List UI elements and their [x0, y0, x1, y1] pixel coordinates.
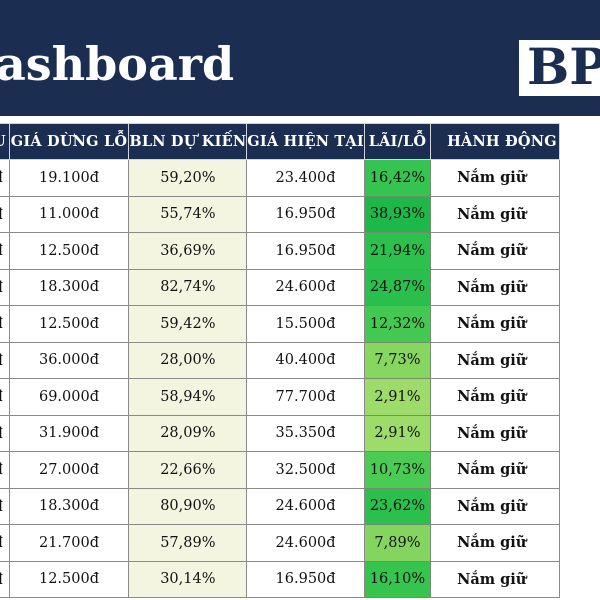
action-cell: Nắm giữ: [430, 378, 560, 416]
profit-loss-cell: 7,73%: [363, 341, 432, 379]
target-price-cell: đ: [0, 524, 10, 562]
expected-profit-cell: 28,09%: [128, 414, 248, 452]
current-price-cell: 24.600đ: [246, 487, 365, 525]
stop-loss-cell: 31.900đ: [8, 414, 130, 452]
dashboard-header: ashboard BP: [0, 0, 600, 116]
target-price-cell: đ: [0, 159, 10, 197]
column-header-stop-loss[interactable]: GIÁ DỪNG LỖ: [8, 123, 130, 160]
expected-profit-cell: 28,00%: [128, 341, 248, 379]
action-cell: Nắm giữ: [430, 487, 560, 525]
action-cell: Nắm giữ: [430, 451, 560, 489]
action-cell: Nắm giữ: [430, 159, 560, 197]
target-price-cell: đ: [0, 232, 10, 270]
current-price-cell: 16.950đ: [246, 195, 365, 233]
profit-loss-cell: 12,32%: [363, 305, 432, 343]
expected-profit-cell: 58,94%: [128, 378, 248, 416]
current-price-cell: 32.500đ: [246, 451, 365, 489]
current-price-cell: 35.350đ: [246, 414, 365, 452]
stop-loss-cell: 18.300đ: [8, 487, 130, 525]
current-price-cell: 40.400đ: [246, 341, 365, 379]
expected-profit-cell: 55,74%: [128, 195, 248, 233]
expected-profit-cell: 30,14%: [128, 560, 248, 598]
target-price-cell: đ: [0, 341, 10, 379]
current-price-cell: 15.500đ: [246, 305, 365, 343]
profit-loss-cell: 2,91%: [363, 378, 432, 416]
column-header-current-price[interactable]: GIÁ HIỆN TẠI: [246, 123, 365, 160]
profit-loss-cell: 21,94%: [363, 232, 432, 270]
profit-loss-cell: 38,93%: [363, 195, 432, 233]
stop-loss-cell: 21.700đ: [8, 524, 130, 562]
expected-profit-cell: 59,42%: [128, 305, 248, 343]
profit-loss-cell: 23,62%: [363, 487, 432, 525]
table-header-row: TIÊU GIÁ DỪNG LỖ BLN DỰ KIẾN GIÁ HIỆN TẠ…: [0, 123, 560, 160]
column-header-profit-loss[interactable]: LÃI/LỖ: [363, 123, 432, 160]
target-price-cell: đ: [0, 268, 10, 306]
profit-loss-cell: 7,89%: [363, 524, 432, 562]
expected-profit-cell: 22,66%: [128, 451, 248, 489]
profit-loss-cell: 16,10%: [363, 560, 432, 598]
brand-logo-text: BP: [527, 37, 600, 96]
brand-logo: BP: [519, 37, 600, 96]
action-cell: Nắm giữ: [430, 414, 560, 452]
expected-profit-cell: 80,90%: [128, 487, 248, 525]
stop-loss-cell: 27.000đ: [8, 451, 130, 489]
current-price-cell: 16.950đ: [246, 232, 365, 270]
action-cell: Nắm giữ: [430, 232, 560, 270]
stop-loss-cell: 18.300đ: [8, 268, 130, 306]
stop-loss-cell: 12.500đ: [8, 305, 130, 343]
target-price-cell: đ: [0, 414, 10, 452]
expected-profit-cell: 36,69%: [128, 232, 248, 270]
profit-loss-cell: 10,73%: [363, 451, 432, 489]
portfolio-table: TIÊU GIÁ DỪNG LỖ BLN DỰ KIẾN GIÁ HIỆN TẠ…: [0, 123, 560, 598]
stop-loss-cell: 12.500đ: [8, 560, 130, 598]
target-price-cell: đ: [0, 451, 10, 489]
action-cell: Nắm giữ: [430, 305, 560, 343]
page-title: ashboard: [0, 37, 235, 91]
stop-loss-cell: 19.100đ: [8, 159, 130, 197]
target-price-cell: đ: [0, 487, 10, 525]
column-header-target[interactable]: TIÊU: [0, 123, 10, 160]
current-price-cell: 24.600đ: [246, 524, 365, 562]
target-price-cell: đ: [0, 195, 10, 233]
target-price-cell: 0đ: [0, 378, 10, 416]
expected-profit-cell: 59,20%: [128, 159, 248, 197]
current-price-cell: 24.600đ: [246, 268, 365, 306]
column-header-expected-profit[interactable]: BLN DỰ KIẾN: [128, 123, 248, 160]
action-cell: Nắm giữ: [430, 560, 560, 598]
profit-loss-cell: 16,42%: [363, 159, 432, 197]
stop-loss-cell: 69.000đ: [8, 378, 130, 416]
action-cell: Nắm giữ: [430, 341, 560, 379]
expected-profit-cell: 82,74%: [128, 268, 248, 306]
action-cell: Nắm giữ: [430, 524, 560, 562]
expected-profit-cell: 57,89%: [128, 524, 248, 562]
current-price-cell: 16.950đ: [246, 560, 365, 598]
stop-loss-cell: 11.000đ: [8, 195, 130, 233]
current-price-cell: 77.700đ: [246, 378, 365, 416]
column-header-action[interactable]: HÀNH ĐỘNG: [430, 123, 560, 160]
action-cell: Nắm giữ: [430, 268, 560, 306]
action-cell: Nắm giữ: [430, 195, 560, 233]
stop-loss-cell: 12.500đ: [8, 232, 130, 270]
profit-loss-cell: 24,87%: [363, 268, 432, 306]
current-price-cell: 23.400đ: [246, 159, 365, 197]
stop-loss-cell: 36.000đ: [8, 341, 130, 379]
target-price-cell: đ: [0, 560, 10, 598]
profit-loss-cell: 2,91%: [363, 414, 432, 452]
target-price-cell: đ: [0, 305, 10, 343]
